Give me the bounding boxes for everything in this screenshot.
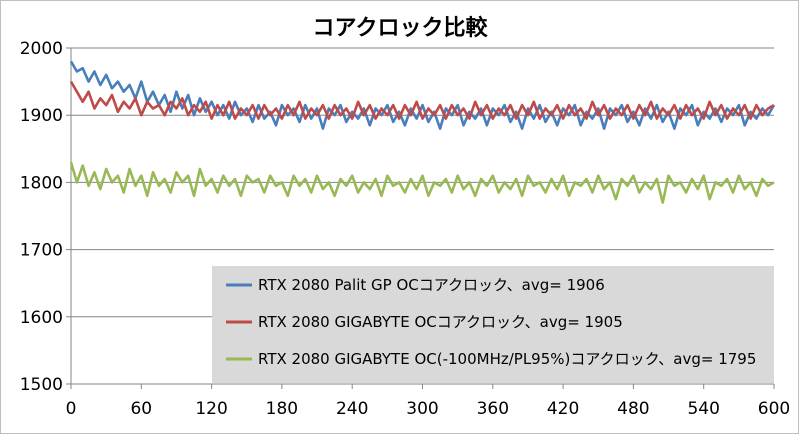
series-line-1 xyxy=(69,60,776,130)
y-tick-label: 1600 xyxy=(20,308,63,328)
x-tick-label: 180 xyxy=(266,399,298,419)
y-tick-label: 1900 xyxy=(20,106,63,126)
x-tick-label: 420 xyxy=(547,399,579,419)
legend-label: RTX 2080 Palit GP OCコアクロック、avg= 1906 xyxy=(258,276,605,294)
x-tick-label: 60 xyxy=(130,399,152,419)
x-tick-label: 240 xyxy=(336,399,368,419)
legend-label: RTX 2080 GIGABYTE OC(-100MHz/PL95%)コアクロッ… xyxy=(258,350,756,368)
x-tick-label: 360 xyxy=(477,399,509,419)
y-tick-label: 1700 xyxy=(20,241,63,261)
y-tick-label: 1500 xyxy=(20,375,63,395)
legend-box xyxy=(212,266,774,383)
y-tick-label: 1800 xyxy=(20,173,63,193)
x-tick-label: 540 xyxy=(687,399,719,419)
series-lines xyxy=(69,60,776,204)
series-line-3 xyxy=(69,161,775,204)
x-tick-label: 480 xyxy=(617,399,649,419)
x-tick-label: 300 xyxy=(406,399,438,419)
chart-title: コアクロック比較 xyxy=(313,15,489,41)
legend: RTX 2080 Palit GP OCコアクロック、avg= 1906 RTX … xyxy=(212,266,774,383)
y-tick-label: 2000 xyxy=(20,39,63,59)
x-tick-label: 120 xyxy=(195,399,227,419)
x-tick-label: 600 xyxy=(758,399,790,419)
legend-label: RTX 2080 GIGABYTE OCコアクロック、avg= 1905 xyxy=(258,313,623,331)
series-line-2 xyxy=(69,80,775,120)
x-tick-label: 0 xyxy=(66,399,77,419)
